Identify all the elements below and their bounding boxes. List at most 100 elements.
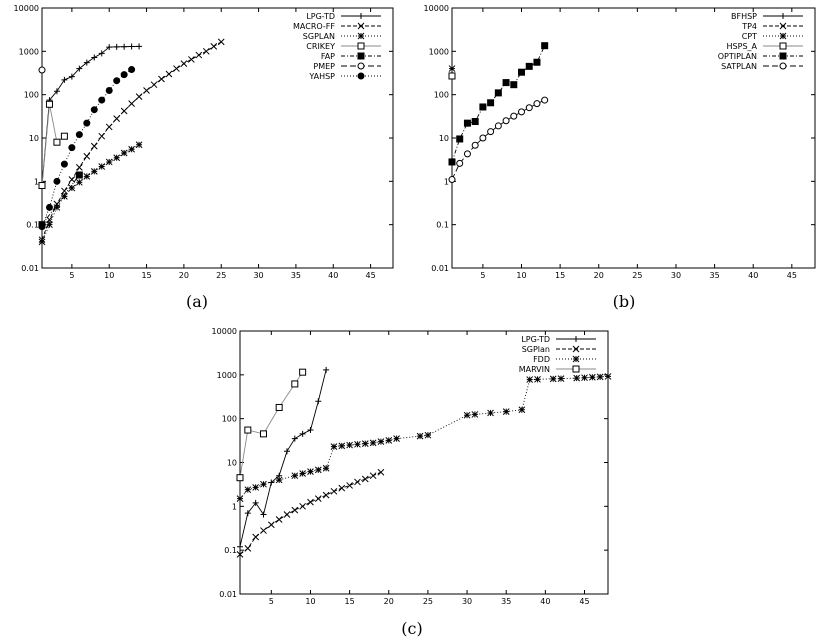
data-point [323, 366, 330, 373]
data-point [83, 59, 90, 66]
data-point [61, 187, 68, 195]
data-point [252, 533, 260, 541]
data-point [45, 203, 53, 211]
series-lpg-td [39, 43, 143, 189]
data-point [448, 158, 456, 166]
data-point [75, 131, 83, 139]
legend-entry-hsps-a: HSPS_A [727, 42, 803, 51]
x-tick-label: 45 [579, 597, 589, 606]
data-point [128, 100, 135, 108]
data-point [236, 551, 244, 558]
data-point [113, 115, 121, 122]
data-point [252, 499, 259, 506]
legend-marker [779, 52, 787, 60]
x-tick-label: 20 [179, 271, 189, 280]
data-point [68, 73, 75, 80]
data-point [299, 470, 306, 477]
data-point [38, 238, 46, 246]
legend-label: FDD [533, 355, 550, 364]
data-point [479, 103, 487, 111]
y-tick-label: 10000 [212, 327, 237, 336]
data-point [275, 516, 283, 523]
data-point [346, 441, 353, 449]
legend-entry-bfhsp: BFHSP [731, 12, 803, 21]
data-point [120, 149, 128, 157]
y-tick-label: 100 [434, 91, 449, 100]
x-tick-label: 25 [632, 271, 642, 280]
data-point [98, 163, 106, 170]
y-tick-label: 0.1 [224, 546, 237, 555]
legend-entry-crikey: CRIKEY [306, 42, 381, 51]
plot-frame [451, 7, 816, 269]
series-marvin [236, 368, 307, 482]
data-point [283, 448, 290, 455]
data-point [299, 430, 306, 437]
data-point [487, 99, 495, 107]
y-tick-label: 10 [29, 134, 39, 143]
data-point [236, 474, 244, 482]
data-point [307, 498, 314, 506]
data-point [385, 437, 393, 444]
data-point [291, 435, 298, 442]
data-point [448, 65, 456, 72]
data-point [448, 176, 456, 184]
legend-marker [358, 13, 364, 19]
data-point [267, 521, 275, 529]
data-point [463, 150, 471, 158]
data-point [361, 440, 369, 447]
data-point [354, 478, 361, 486]
data-point [53, 177, 61, 185]
data-point [526, 376, 534, 383]
series-satplan [448, 96, 549, 184]
legend-marker [573, 336, 579, 342]
data-point [180, 60, 188, 67]
legend-entry-lpg-td: LPG-TD [521, 335, 596, 344]
data-point [314, 466, 322, 474]
data-point [136, 43, 143, 50]
data-point [330, 487, 338, 495]
data-point [98, 50, 105, 57]
data-point [244, 426, 252, 434]
data-point [60, 132, 68, 140]
data-point [346, 482, 353, 489]
data-point [494, 89, 502, 97]
chart-panel-a: 0.01 0.1 1 10 100 1000 10000 5 10 15 20 25 30 35 40 45 L… [14, 4, 394, 311]
data-point [260, 480, 267, 488]
legend-entry-sgplan: SGPLAN [303, 32, 381, 41]
data-point [338, 442, 346, 450]
y-tick-label: 0.01 [431, 264, 449, 273]
y-tick-label: 100 [222, 415, 237, 424]
legend-entry-satplan: SATPLAN [721, 62, 803, 71]
data-point [502, 117, 510, 125]
legend-entry-yahsp: YAHSP [308, 72, 381, 81]
panel-caption: (b) [613, 292, 636, 311]
legend-label: CPT [742, 32, 757, 41]
data-point [377, 468, 385, 476]
data-point [541, 96, 549, 104]
data-point [525, 104, 533, 112]
legend-label: LPG-TD [306, 12, 335, 21]
y-tick-label: 1000 [429, 47, 449, 56]
y-tick-label: 10000 [424, 4, 449, 13]
data-point [299, 502, 306, 510]
data-point [307, 468, 314, 475]
y-tick-label: 10 [227, 459, 237, 468]
data-point [83, 152, 91, 160]
legend-label: FAP [321, 52, 335, 61]
legend-marker [780, 13, 786, 19]
data-point [38, 66, 46, 74]
data-point [479, 134, 487, 142]
data-point [135, 93, 143, 101]
y-tick-label: 1000 [217, 371, 237, 380]
data-point [113, 154, 121, 162]
data-point [361, 475, 369, 483]
legend-marker [357, 62, 365, 70]
x-tick-label: 45 [787, 271, 797, 280]
data-point [534, 375, 541, 383]
data-point [90, 167, 98, 175]
series-fap [38, 171, 83, 229]
series-yahsp [38, 66, 136, 231]
data-point [53, 88, 60, 95]
data-point [75, 164, 83, 171]
